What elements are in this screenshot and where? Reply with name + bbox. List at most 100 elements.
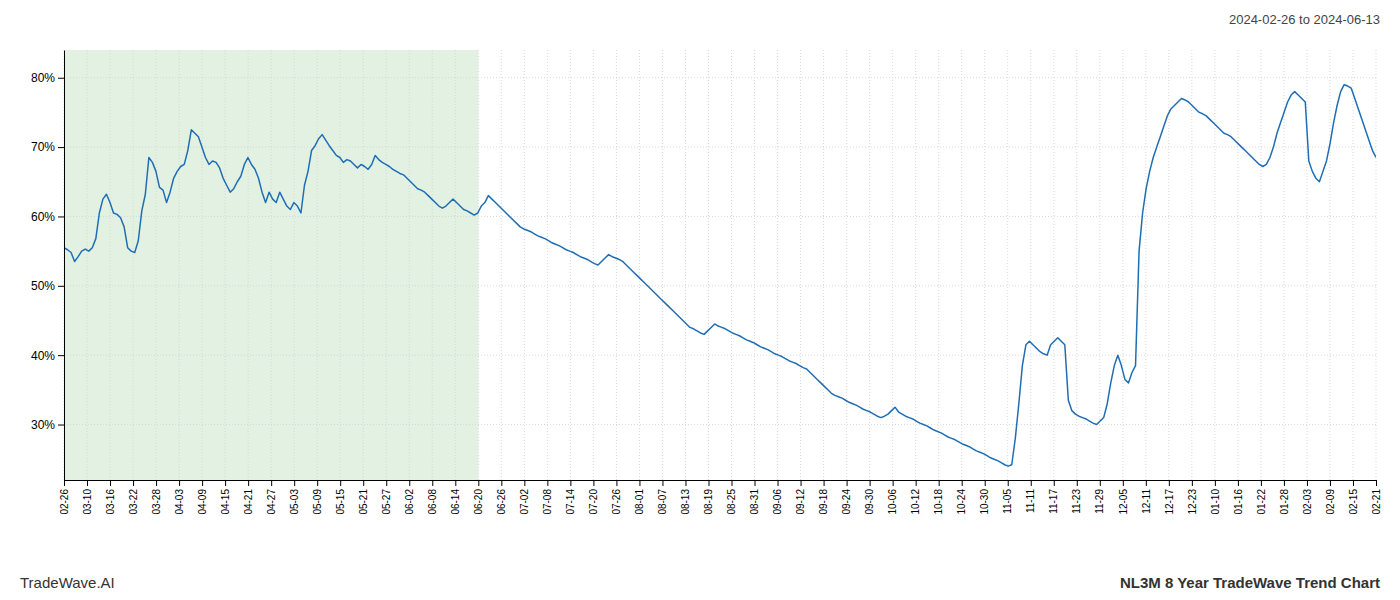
x-tick-label: 04-27: [266, 489, 277, 515]
x-tick-mark: [478, 480, 479, 486]
grid-line-x: [961, 50, 962, 480]
x-tick: 09-18: [818, 480, 829, 515]
grid-line-x: [64, 50, 65, 480]
x-tick-mark: [1100, 480, 1101, 486]
grid-line-x: [363, 50, 364, 480]
x-tick-mark: [1192, 480, 1193, 486]
grid-line-x: [570, 50, 571, 480]
x-tick-label: 05-21: [358, 489, 369, 515]
x-tick-mark: [847, 480, 848, 486]
chart-container: 02-2603-1003-1603-2203-2804-0304-0904-15…: [0, 0, 1400, 600]
x-tick: 03-22: [128, 480, 139, 515]
x-tick: 02-26: [59, 480, 70, 515]
x-tick-label: 10-06: [887, 489, 898, 515]
x-tick-label: 12-11: [1141, 489, 1152, 514]
x-tick-mark: [1008, 480, 1009, 486]
x-tick: 02-03: [1302, 480, 1313, 515]
grid-line-x: [754, 50, 755, 480]
x-tick-mark: [363, 480, 364, 486]
x-tick-mark: [409, 480, 410, 486]
grid-line-x: [800, 50, 801, 480]
x-tick-mark: [202, 480, 203, 486]
x-tick: 09-12: [795, 480, 806, 515]
grid-line-x: [777, 50, 778, 480]
x-tick: 02-15: [1348, 480, 1359, 515]
x-tick: 06-02: [404, 480, 415, 515]
x-tick-mark: [824, 480, 825, 486]
x-tick: 10-06: [887, 480, 898, 515]
x-tick: 09-24: [841, 480, 852, 515]
x-tick-label: 07-02: [519, 489, 530, 515]
grid-line-x: [432, 50, 433, 480]
grid-line-y: [64, 285, 1376, 286]
grid-line-x: [1260, 50, 1261, 480]
x-tick-mark: [1238, 480, 1239, 486]
x-tick-label: 07-14: [565, 489, 576, 515]
x-tick-label: 02-15: [1348, 489, 1359, 515]
y-axis: 30%40%50%60%70%80%: [31, 51, 65, 481]
x-tick-label: 08-07: [657, 489, 668, 515]
x-tick: 04-09: [197, 480, 208, 515]
x-tick-label: 06-20: [473, 489, 484, 515]
x-tick-mark: [1284, 480, 1285, 486]
x-tick-label: 03-28: [151, 489, 162, 515]
x-tick-label: 05-09: [312, 489, 323, 515]
grid-line-x: [1145, 50, 1146, 480]
grid-line-x: [616, 50, 617, 480]
x-tick: 04-27: [266, 480, 277, 515]
x-tick: 10-30: [979, 480, 990, 515]
x-tick-label: 12-17: [1164, 489, 1175, 515]
y-tick: 80%: [31, 71, 64, 85]
grid-line-y: [64, 355, 1376, 356]
x-tick-mark: [524, 480, 525, 486]
x-tick: 01-16: [1233, 480, 1244, 515]
x-tick-mark: [939, 480, 940, 486]
x-tick-label: 11-23: [1071, 489, 1082, 514]
x-tick-label: 08-25: [726, 489, 737, 515]
x-tick: 11-29: [1094, 480, 1105, 514]
x-tick-label: 04-03: [174, 489, 185, 515]
x-tick-mark: [916, 480, 917, 486]
grid-line-y: [64, 424, 1376, 425]
x-tick-label: 10-18: [933, 489, 944, 515]
x-tick-label: 06-26: [496, 489, 507, 515]
x-tick: 11-05: [1002, 480, 1013, 514]
plot-area: [64, 50, 478, 480]
x-tick-mark: [593, 480, 594, 486]
subtitle: 2024-02-26 to 2024-06-13: [1229, 12, 1380, 27]
x-tick-mark: [801, 480, 802, 486]
grid-line-x: [593, 50, 594, 480]
x-tick: 10-24: [956, 480, 967, 515]
grid-line-x: [133, 50, 134, 480]
x-tick-mark: [1307, 480, 1308, 486]
grid-line-x: [915, 50, 916, 480]
x-tick-mark: [1353, 480, 1354, 486]
grid-line-x: [1376, 50, 1377, 480]
x-tick-label: 03-16: [105, 489, 116, 515]
x-tick: 10-12: [910, 480, 921, 515]
y-tick-label: 50%: [31, 279, 55, 293]
x-tick-mark: [1077, 480, 1078, 486]
x-tick-label: 06-14: [450, 489, 461, 515]
x-tick: 01-22: [1256, 480, 1267, 515]
x-tick: 01-28: [1279, 480, 1290, 515]
x-tick-mark: [962, 480, 963, 486]
y-tick: 30%: [31, 418, 64, 432]
x-tick: 03-16: [105, 480, 116, 515]
x-tick-mark: [616, 480, 617, 486]
x-tick-mark: [294, 480, 295, 486]
x-tick-label: 04-09: [197, 489, 208, 515]
x-tick: 12-05: [1118, 480, 1129, 515]
grid-line-x: [1053, 50, 1054, 480]
grid-line-x: [225, 50, 226, 480]
x-tick-label: 11-29: [1094, 489, 1105, 514]
grid-line-y: [64, 216, 1376, 217]
grid: [64, 50, 1376, 480]
line: [64, 85, 1376, 466]
x-tick-mark: [778, 480, 779, 486]
grid-line-x: [1329, 50, 1330, 480]
x-tick-mark: [685, 480, 686, 486]
grid-line-x: [662, 50, 663, 480]
y-tick-mark: [58, 216, 64, 217]
grid-line-x: [1214, 50, 1215, 480]
